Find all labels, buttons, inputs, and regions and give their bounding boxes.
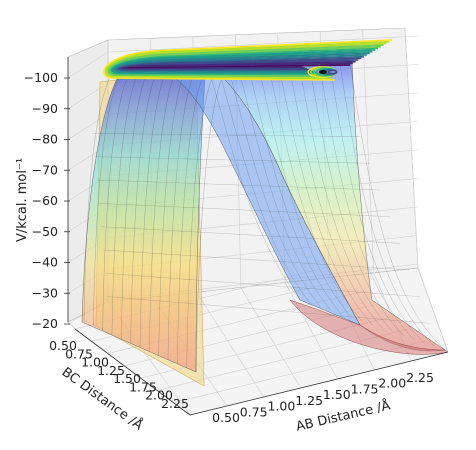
z-tick-label: −70 xyxy=(32,162,58,177)
mesh-line xyxy=(205,61,301,301)
mesh-line xyxy=(94,156,371,164)
z-tick-label: −100 xyxy=(24,70,58,85)
mesh-line xyxy=(107,296,431,324)
x-gridline-back xyxy=(362,29,375,273)
y-tick-label: 0.50 xyxy=(49,338,77,353)
y-tick-label: 2.25 xyxy=(161,396,189,411)
contour-line xyxy=(103,39,393,81)
mesh-line xyxy=(149,64,180,352)
x-tick-label: 1.25 xyxy=(295,393,323,408)
mesh-line xyxy=(339,61,435,347)
mesh-line xyxy=(277,61,373,326)
z-gridline-left xyxy=(67,51,109,79)
x-gridline-floor xyxy=(417,267,449,353)
mesh-line xyxy=(177,66,208,364)
mesh-line xyxy=(96,179,381,191)
mesh-line xyxy=(216,61,311,304)
x-tick-label: 2.00 xyxy=(378,376,406,391)
contour-minimum xyxy=(319,70,327,74)
contour-line xyxy=(104,40,390,80)
contour-minimum-ring xyxy=(327,69,338,75)
y-tick-label: 1.00 xyxy=(81,355,109,370)
x-axis-line xyxy=(189,351,449,416)
mesh-line xyxy=(318,61,415,340)
contour-line xyxy=(111,49,376,76)
mesh-line xyxy=(101,226,401,244)
surface xyxy=(81,59,449,387)
x-gridline-back xyxy=(404,27,419,269)
mesh-line xyxy=(298,61,394,333)
contour-line xyxy=(105,42,387,79)
mesh-line xyxy=(308,61,404,336)
mesh-line xyxy=(139,63,171,348)
z-tick-label: −90 xyxy=(32,101,58,116)
x-tick-label: 1.00 xyxy=(268,399,296,414)
z-tick-label: −40 xyxy=(32,255,58,270)
mesh-line xyxy=(236,61,332,311)
y-tick-label: 0.75 xyxy=(65,346,93,361)
contour-line xyxy=(108,45,381,78)
contour-line xyxy=(107,44,384,78)
contour-line xyxy=(109,47,379,77)
z-tick-labels: −100 −90 −80 −70 −60 −50 −40 −30 −20 xyxy=(24,70,70,331)
mesh-line xyxy=(83,69,115,323)
mesh-line xyxy=(267,61,363,322)
x-tick-label: 0.50 xyxy=(212,410,240,425)
mesh-line xyxy=(98,203,391,217)
contour-line xyxy=(112,50,373,75)
y-tick-label: 1.25 xyxy=(97,363,125,378)
x-gridline-floor xyxy=(284,282,338,380)
y-tick-label: 1.50 xyxy=(113,371,141,386)
mesh-line xyxy=(158,64,189,356)
surface-mesh xyxy=(83,61,446,373)
x-tick-label: 1.50 xyxy=(323,387,351,402)
z-tick-label: −60 xyxy=(32,193,58,208)
mesh-line xyxy=(103,249,411,271)
mesh-line xyxy=(186,68,217,368)
mesh-line xyxy=(167,65,199,360)
y-axis-line xyxy=(74,328,191,416)
z-gridline-back xyxy=(107,35,419,53)
mesh-line xyxy=(92,133,361,137)
mesh-line xyxy=(226,61,321,308)
mesh-line xyxy=(121,64,152,339)
y-gridline-floor xyxy=(173,340,427,404)
z-tick-label: −20 xyxy=(32,316,58,331)
surface-exit-slope xyxy=(289,299,449,355)
y-tick-labels: 0.500.751.001.251.501.752.002.25 xyxy=(49,338,189,411)
mesh-line xyxy=(111,65,143,335)
x-gridline-floor xyxy=(196,292,264,398)
mesh-line xyxy=(195,69,227,373)
mesh-line xyxy=(246,61,342,315)
z-axis-label: V/kcal. mol⁻¹ xyxy=(15,158,30,242)
x-tick-label: 1.75 xyxy=(351,381,379,396)
mesh-line xyxy=(102,66,133,331)
mesh-line xyxy=(349,61,446,351)
mesh-line xyxy=(93,68,124,327)
y-tick-label: 2.00 xyxy=(145,388,173,403)
mesh-line xyxy=(130,64,161,343)
x-gridline-floor xyxy=(240,287,301,389)
mesh-line xyxy=(257,61,352,319)
y-tick-label: 1.75 xyxy=(129,379,157,394)
x-tick-label: 0.75 xyxy=(240,404,268,419)
x-tick-label: 2.25 xyxy=(406,370,434,385)
x-tick-labels: 0.50 0.75 1.00 1.25 1.50 1.75 2.00 2.25 xyxy=(212,370,434,425)
mesh-line xyxy=(288,61,384,329)
z-tick-label: −80 xyxy=(32,132,58,147)
mesh-line xyxy=(105,273,421,297)
mesh-line xyxy=(329,61,425,344)
contour-lines xyxy=(103,39,393,81)
z-tick-label: −30 xyxy=(32,285,58,300)
z-tick-label: −50 xyxy=(32,224,58,239)
